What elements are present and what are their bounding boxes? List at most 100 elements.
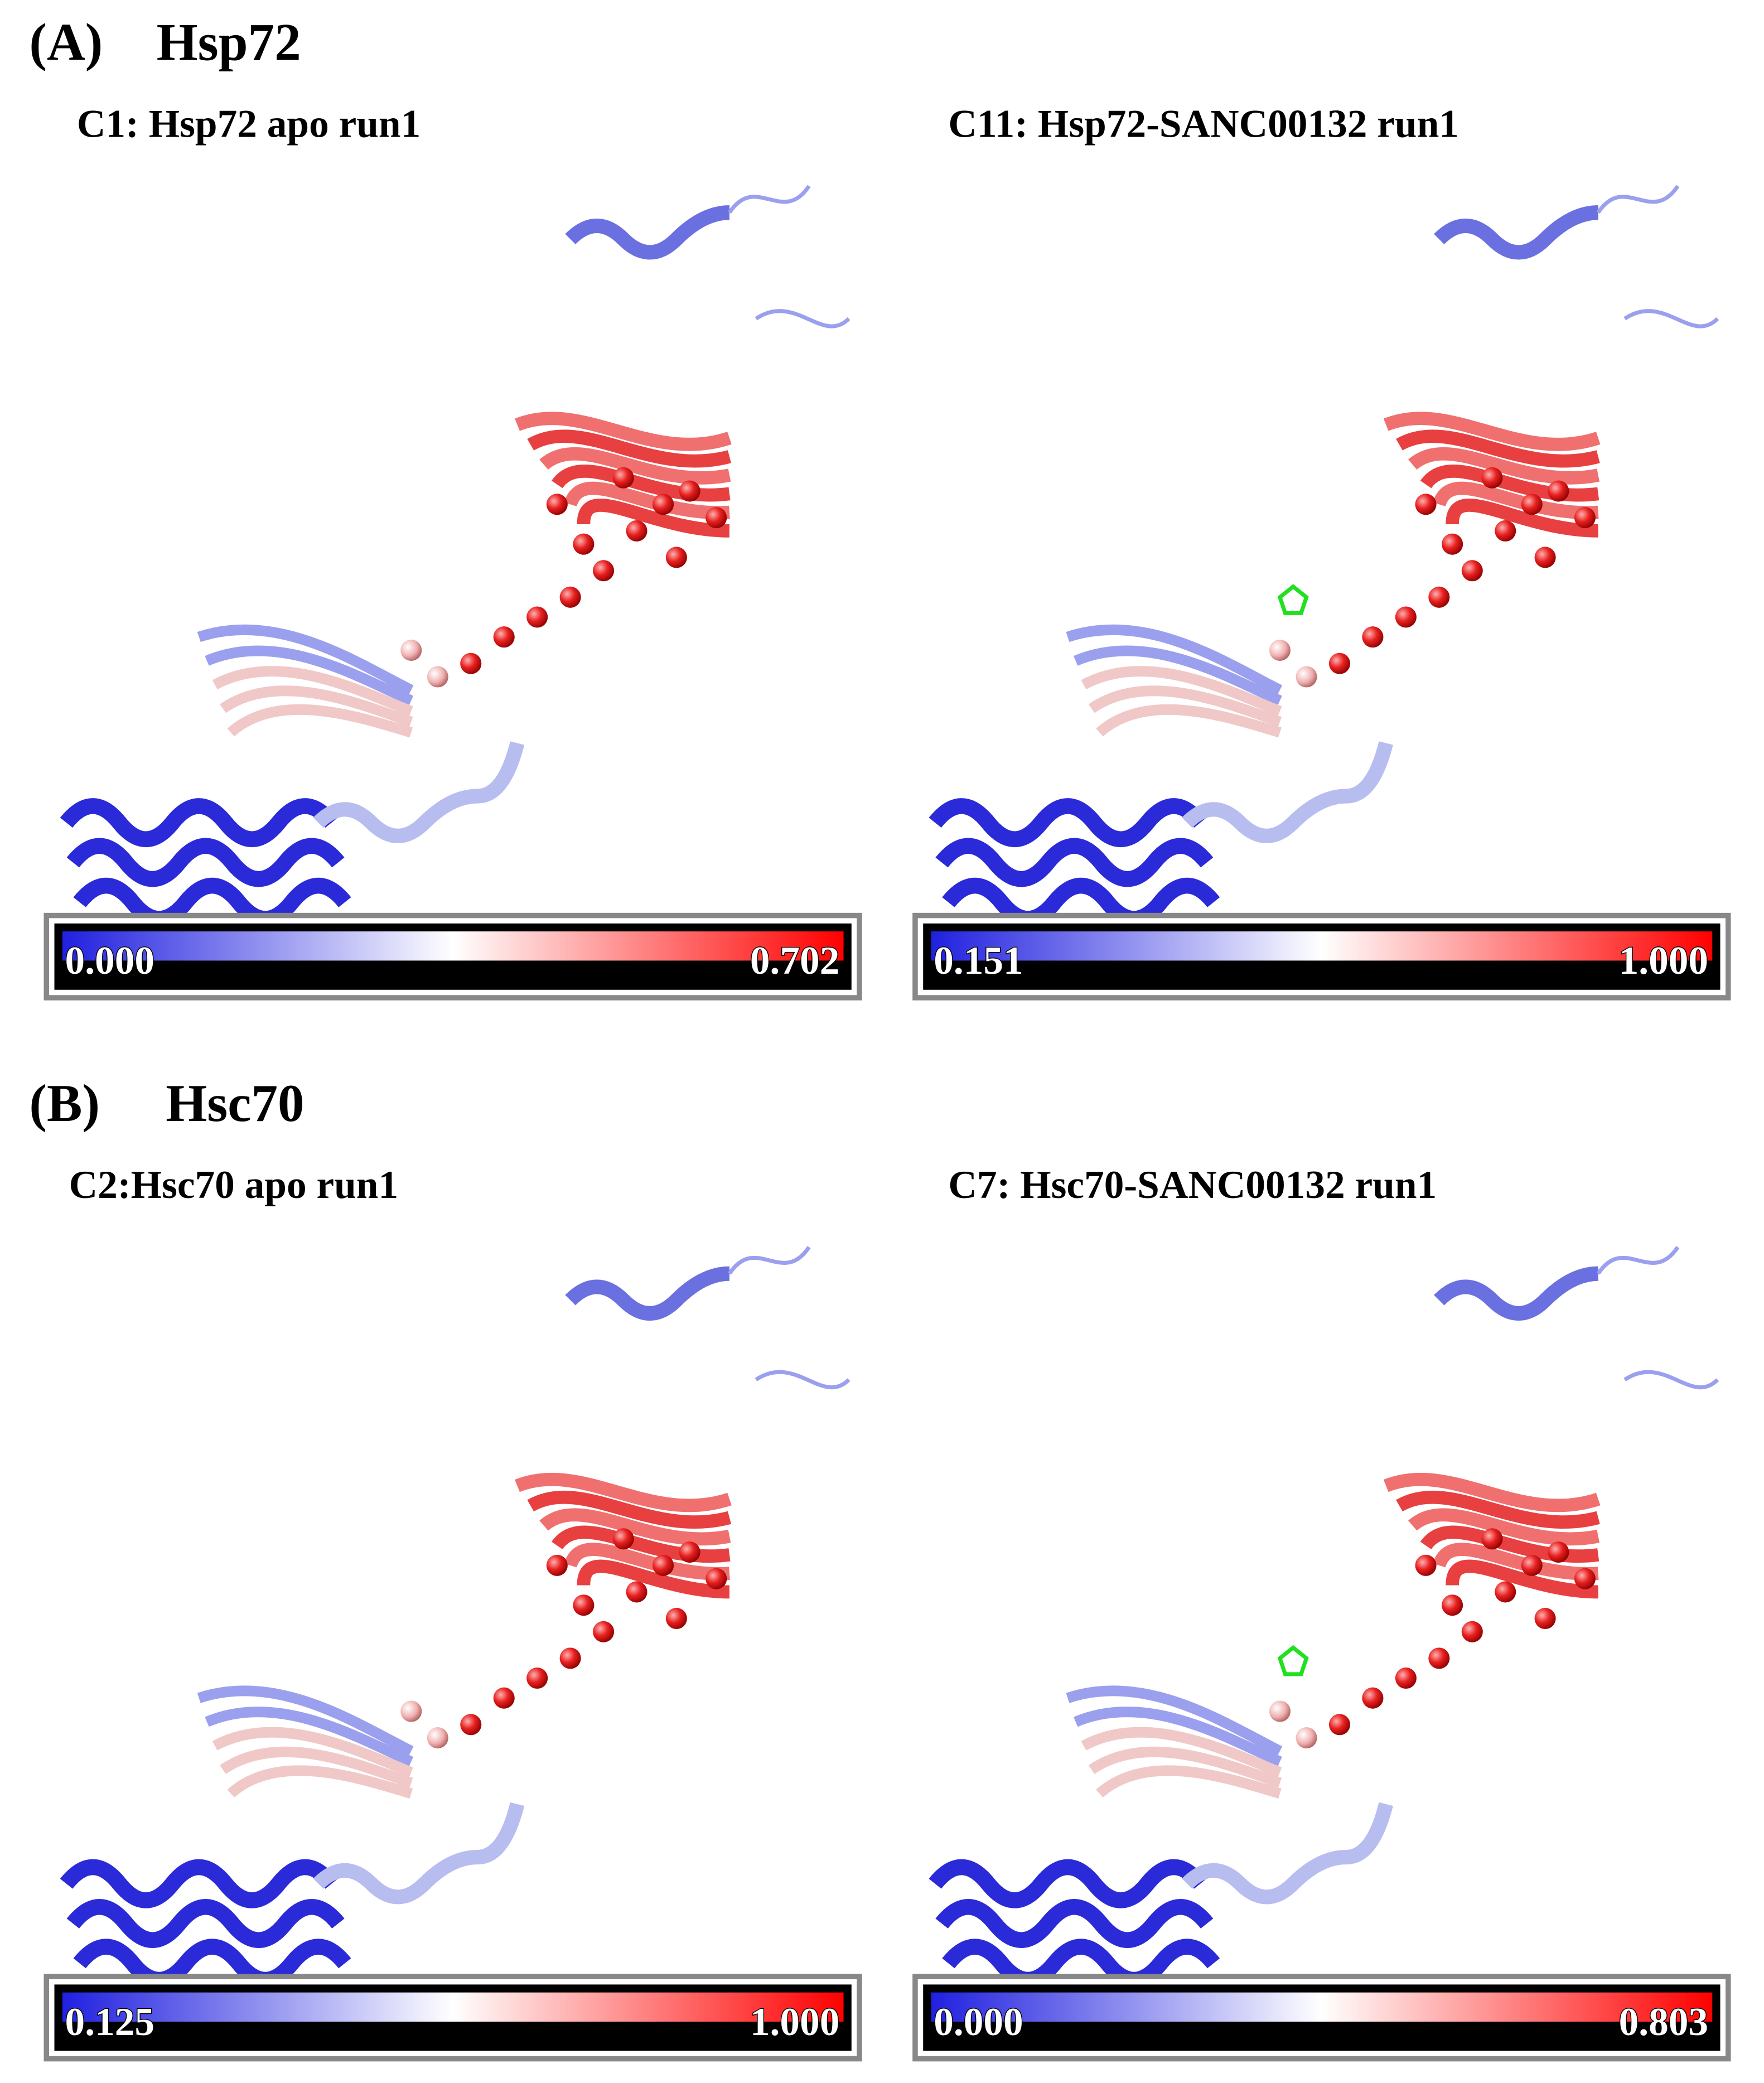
strand bbox=[1396, 1490, 1600, 1529]
protein-rendering bbox=[60, 1246, 850, 1988]
residue-sphere bbox=[1534, 1607, 1556, 1630]
protein-rendering bbox=[929, 1246, 1719, 1988]
strand bbox=[515, 412, 732, 451]
helix bbox=[73, 1939, 351, 1988]
strand bbox=[1081, 666, 1282, 717]
residue-sphere bbox=[400, 1700, 422, 1722]
residue-sphere bbox=[1395, 606, 1417, 628]
residue-sphere bbox=[1548, 480, 1569, 502]
residue-sphere bbox=[1534, 547, 1556, 568]
residue-sphere bbox=[593, 560, 615, 582]
strand bbox=[205, 645, 414, 705]
helix bbox=[935, 838, 1214, 887]
residue-sphere bbox=[626, 1581, 647, 1603]
scale-min: 0.125 bbox=[65, 2000, 155, 2044]
residue-sphere bbox=[1328, 653, 1351, 674]
strand bbox=[1396, 429, 1600, 468]
loop bbox=[1596, 185, 1719, 328]
strand bbox=[227, 704, 413, 738]
scale-max: 0.803 bbox=[1619, 2000, 1709, 2044]
strand bbox=[1088, 685, 1282, 727]
residue-sphere bbox=[1428, 586, 1450, 608]
panel-title: Hsp72 bbox=[157, 13, 301, 72]
residue-sphere bbox=[1548, 1541, 1569, 1563]
scale-max: 0.702 bbox=[750, 939, 840, 983]
helix bbox=[66, 1899, 345, 1948]
residue-sphere bbox=[653, 494, 674, 515]
residue-sphere bbox=[665, 1607, 687, 1630]
residue-sphere bbox=[1481, 1528, 1503, 1550]
strand bbox=[1446, 498, 1598, 538]
residue-sphere bbox=[1442, 533, 1463, 555]
strand bbox=[220, 1746, 413, 1788]
strand bbox=[227, 1765, 413, 1799]
residue-sphere bbox=[653, 1554, 674, 1576]
residue-sphere bbox=[1428, 1647, 1450, 1669]
strand bbox=[577, 498, 730, 538]
residue-sphere bbox=[546, 494, 568, 515]
panel-label: (A) bbox=[29, 13, 103, 72]
strand bbox=[1432, 1543, 1599, 1581]
residue-sphere bbox=[1521, 494, 1543, 515]
residue-sphere bbox=[1495, 1581, 1516, 1603]
residue-sphere bbox=[1521, 1554, 1543, 1576]
residue-sphere bbox=[460, 653, 482, 674]
helix bbox=[929, 798, 1207, 848]
residue-sphere bbox=[1269, 1700, 1291, 1722]
residue-sphere bbox=[493, 1687, 515, 1709]
helix bbox=[942, 877, 1220, 927]
residue-sphere bbox=[1296, 666, 1317, 688]
strand bbox=[539, 1508, 731, 1546]
residue-sphere bbox=[546, 1554, 568, 1576]
strand bbox=[1066, 1685, 1283, 1756]
strand bbox=[1073, 1706, 1282, 1767]
helix bbox=[60, 798, 338, 848]
view-caption: C7: Hsc70-SANC00132 run1 bbox=[948, 1163, 1437, 1207]
helix bbox=[1182, 741, 1393, 843]
view-caption: C2:Hsc70 apo run1 bbox=[69, 1163, 398, 1207]
residue-sphere bbox=[665, 547, 687, 568]
residue-sphere bbox=[493, 626, 515, 648]
residue-sphere bbox=[705, 1568, 727, 1589]
residue-sphere bbox=[679, 1541, 700, 1563]
residue-sphere bbox=[460, 1714, 482, 1736]
helix bbox=[313, 1802, 525, 1905]
helix bbox=[60, 1859, 338, 1908]
strand bbox=[1088, 1746, 1282, 1788]
strand bbox=[1408, 1508, 1600, 1546]
strand bbox=[1408, 447, 1600, 485]
residue-sphere bbox=[1362, 1687, 1384, 1709]
strand bbox=[515, 1472, 732, 1512]
color-scale bbox=[931, 1992, 1713, 2022]
strand bbox=[1383, 412, 1601, 451]
residue-sphere bbox=[559, 586, 581, 608]
residue-sphere bbox=[573, 533, 595, 555]
ligand bbox=[1277, 1645, 1309, 1676]
strand bbox=[1081, 1727, 1282, 1777]
residue-sphere bbox=[526, 1668, 548, 1689]
protein-rendering bbox=[929, 185, 1719, 927]
strand bbox=[1096, 1765, 1282, 1799]
residue-sphere bbox=[1415, 1554, 1437, 1576]
strand bbox=[1432, 481, 1599, 520]
strand bbox=[1066, 624, 1283, 695]
protein-rendering bbox=[60, 185, 850, 927]
strand bbox=[220, 685, 413, 727]
loop bbox=[728, 1246, 850, 1390]
helix bbox=[73, 877, 351, 927]
helix bbox=[942, 1939, 1220, 1988]
scale-max: 1.000 bbox=[1619, 939, 1709, 983]
view-caption: C1: Hsp72 apo run1 bbox=[77, 102, 421, 146]
residue-sphere bbox=[1442, 1594, 1463, 1616]
strand bbox=[527, 429, 732, 468]
view-caption: C11: Hsp72-SANC00132 run1 bbox=[948, 102, 1458, 146]
residue-sphere bbox=[400, 639, 422, 661]
panel-label: (B) bbox=[29, 1074, 100, 1133]
strand bbox=[197, 1685, 414, 1756]
residue-sphere bbox=[1362, 626, 1384, 648]
residue-sphere bbox=[427, 1727, 448, 1749]
strand bbox=[1383, 1472, 1601, 1512]
helix bbox=[66, 838, 345, 887]
strand bbox=[577, 1559, 730, 1599]
